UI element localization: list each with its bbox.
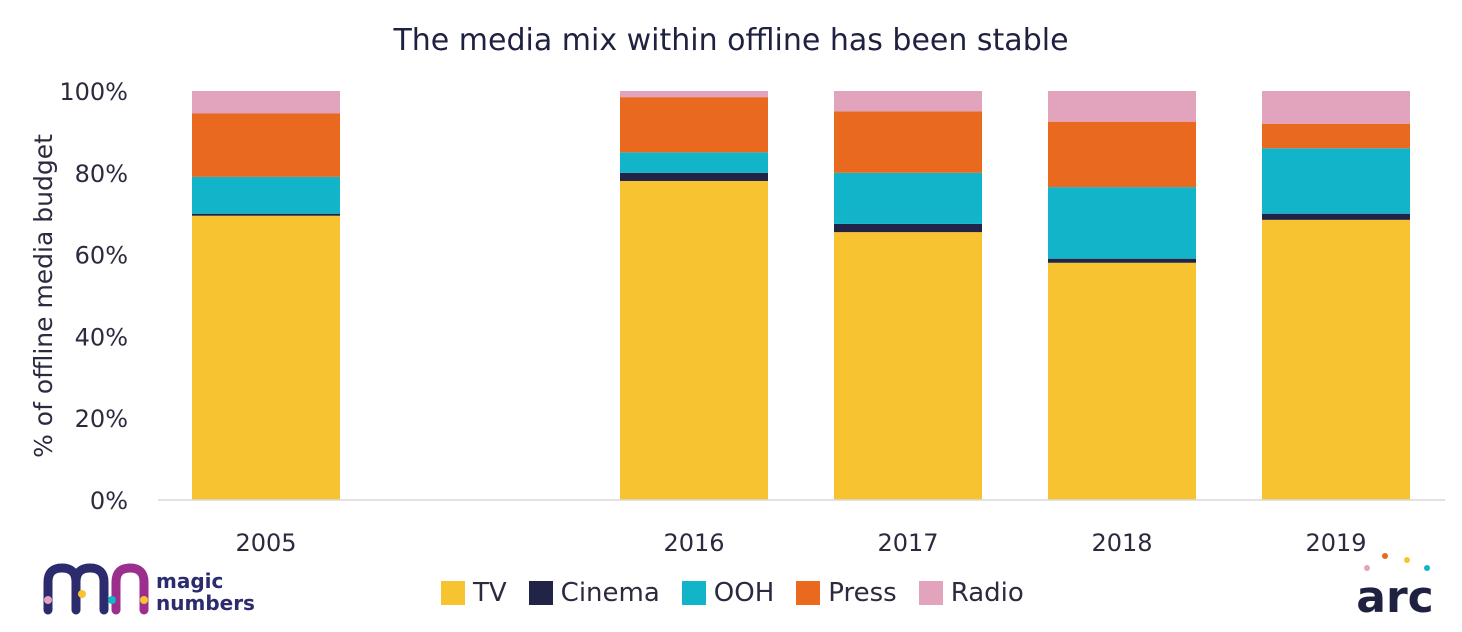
- x-tick-label: 2016: [663, 529, 724, 557]
- x-ticks: 2005 2016 2017 2018 2019: [235, 529, 1366, 557]
- bar-segment-ooh-2019: [1262, 148, 1410, 214]
- y-tick-label: 0%: [90, 487, 128, 515]
- legend-item-press: Press: [796, 578, 897, 608]
- legend-swatch-ooh: [681, 581, 706, 605]
- y-tick-label: 100%: [59, 78, 128, 106]
- bar-segment-press-2005: [192, 113, 340, 177]
- bar-segment-radio-2005: [192, 91, 340, 114]
- legend-swatch-cinema: [528, 581, 553, 605]
- y-tick-label: 80%: [75, 160, 128, 188]
- y-tick-label: 60%: [75, 242, 128, 270]
- bar-segment-ooh-2005: [192, 176, 340, 214]
- bar-segment-tv-2016: [620, 180, 768, 501]
- bar-segment-press-2017: [834, 111, 982, 173]
- bar-segment-press-2018: [1048, 121, 1196, 188]
- chart-title: The media mix within offline has been st…: [392, 23, 1068, 58]
- bar-segment-radio-2016: [620, 91, 768, 98]
- y-tick-label: 20%: [75, 405, 128, 433]
- bar-segment-press-2016: [620, 97, 768, 153]
- bar-segment-ooh-2017: [834, 172, 982, 224]
- y-ticks: 0% 20% 40% 60% 80% 100%: [59, 78, 128, 515]
- bar-segment-radio-2018: [1048, 91, 1196, 122]
- bar-segment-ooh-2018: [1048, 187, 1196, 259]
- arc-logo: arc: [1356, 553, 1434, 618]
- logo-text-magic: magic: [156, 569, 223, 593]
- x-tick-label: 2018: [1091, 529, 1152, 557]
- legend-item-radio: Radio: [918, 578, 1024, 608]
- legend-label-cinema: Cinema: [560, 578, 660, 608]
- bar-segment-cinema-2016: [620, 172, 768, 181]
- bar-segment-radio-2017: [834, 91, 982, 112]
- bar-segment-cinema-2017: [834, 223, 982, 233]
- magic-numbers-logo: magic numbers: [43, 563, 255, 615]
- bar-segment-cinema-2005: [192, 213, 340, 216]
- bar-segment-radio-2019: [1262, 91, 1410, 124]
- logo-text-numbers: numbers: [156, 591, 255, 615]
- legend-item-tv: TV: [441, 578, 507, 608]
- arc-logo-text: arc: [1356, 572, 1433, 618]
- bar-segment-tv-2005: [192, 215, 340, 500]
- legend: TV Cinema OOH Press Radio: [441, 578, 1024, 608]
- bar-segment-tv-2017: [834, 232, 982, 501]
- x-tick-label: 2017: [877, 529, 938, 557]
- x-tick-label: 2019: [1305, 529, 1366, 557]
- legend-label-tv: TV: [473, 578, 507, 608]
- legend-swatch-tv: [441, 581, 465, 605]
- y-tick-label: 40%: [75, 323, 128, 351]
- bar-segment-ooh-2016: [620, 152, 768, 173]
- bar-segment-cinema-2018: [1048, 258, 1196, 263]
- legend-item-ooh: OOH: [681, 578, 775, 608]
- legend-item-cinema: Cinema: [528, 578, 660, 608]
- bar-segment-tv-2018: [1048, 262, 1196, 500]
- legend-label-ooh: OOH: [713, 578, 775, 608]
- legend-swatch-press: [796, 581, 821, 605]
- bars: [192, 91, 1410, 501]
- x-tick-label: 2005: [235, 529, 296, 557]
- legend-swatch-radio: [918, 581, 943, 605]
- legend-label-press: Press: [828, 578, 897, 608]
- bar-segment-press-2019: [1262, 123, 1410, 149]
- bar-segment-cinema-2019: [1262, 213, 1410, 220]
- bar-segment-tv-2019: [1262, 219, 1410, 500]
- legend-label-radio: Radio: [950, 578, 1024, 608]
- y-axis-label: % of offline media budget: [29, 134, 58, 458]
